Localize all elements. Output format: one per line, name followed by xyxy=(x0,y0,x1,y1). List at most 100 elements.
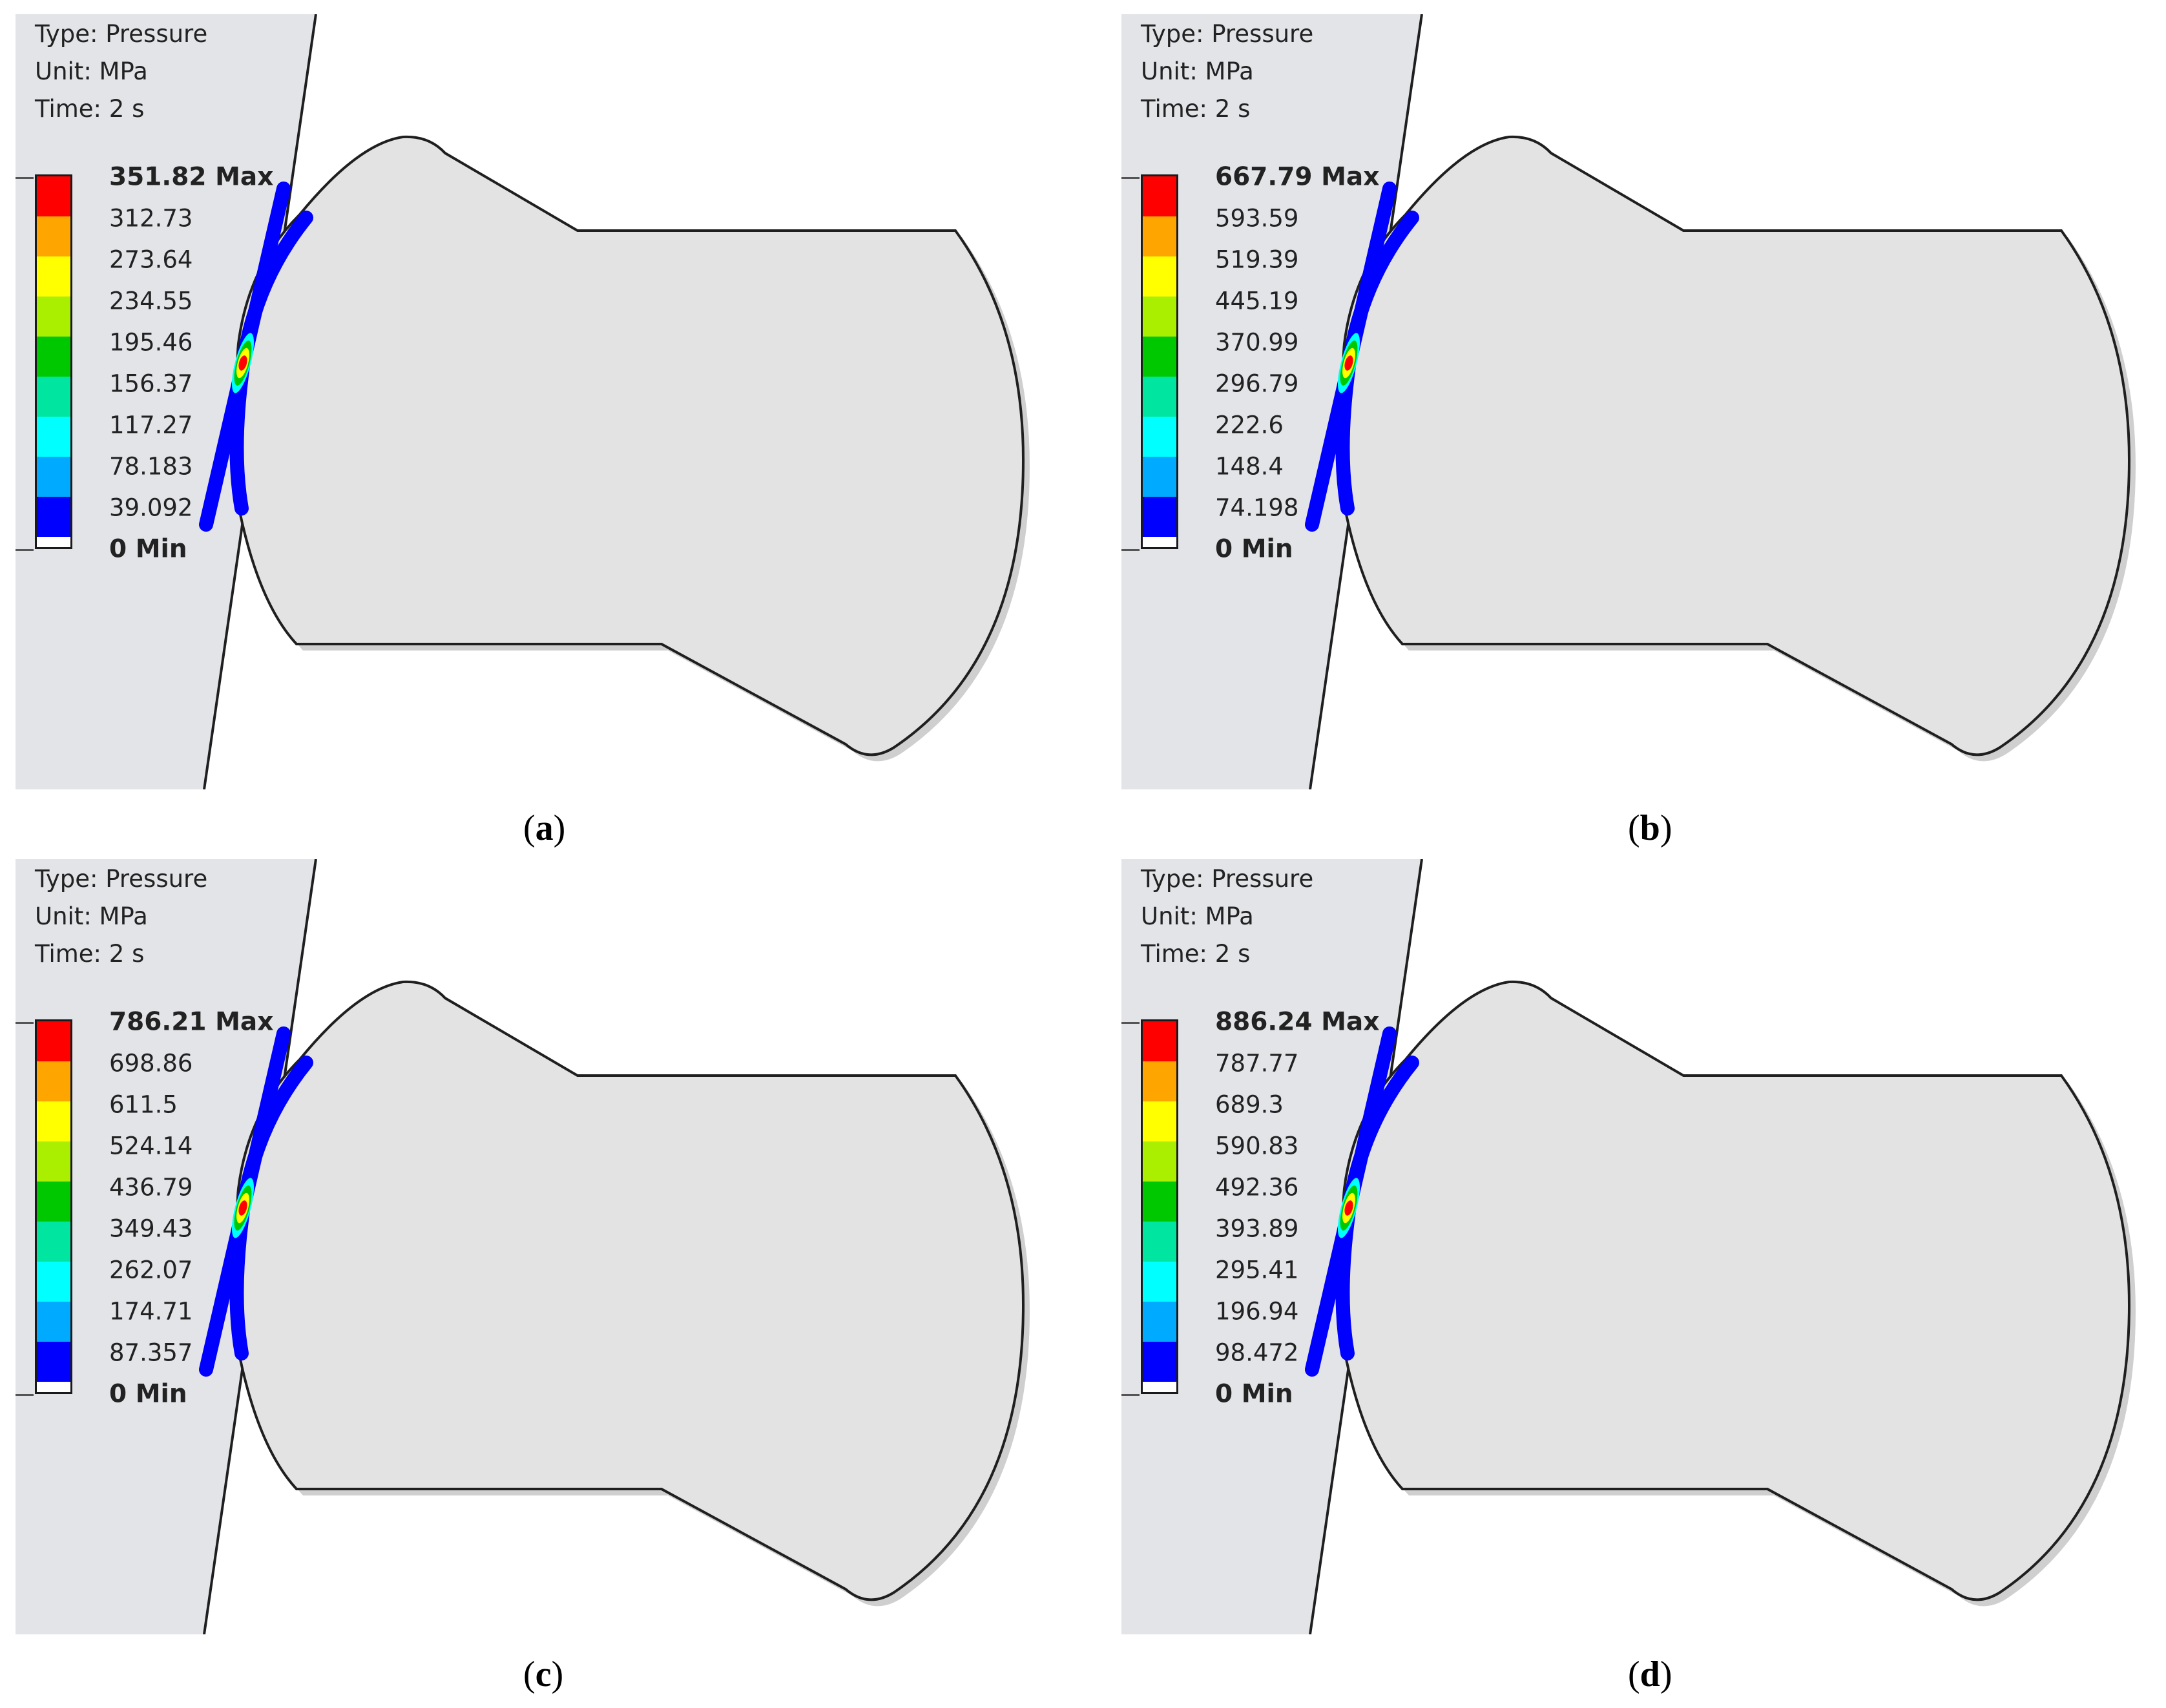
legend-swatch xyxy=(1143,1342,1176,1382)
time-label: Time: 2 s xyxy=(1141,95,1251,123)
legend-min-label: 0 Min xyxy=(109,1379,187,1409)
legend-level-label: 98.472 xyxy=(1215,1338,1299,1367)
legend-swatch xyxy=(37,1302,70,1342)
legend-swatch xyxy=(1143,176,1176,216)
legend-swatch xyxy=(37,216,70,256)
legend-level-label: 74.198 xyxy=(1215,494,1299,522)
legend-swatch xyxy=(37,457,70,497)
legend-swatch xyxy=(37,1061,70,1101)
legend-swatch xyxy=(1143,497,1176,537)
legend-max-tick xyxy=(16,1022,34,1024)
legend-swatch xyxy=(37,256,70,297)
legend-swatch xyxy=(1143,457,1176,497)
legend-swatch xyxy=(1143,1182,1176,1222)
legend-swatch xyxy=(1143,256,1176,297)
pressure-hotspot-3 xyxy=(1344,355,1353,371)
legend-level-label: 87.357 xyxy=(109,1338,193,1367)
legend-min-tick xyxy=(1121,1394,1140,1396)
legend-swatch-min xyxy=(37,537,70,547)
legend-swatch xyxy=(1143,377,1176,417)
time-label: Time: 2 s xyxy=(35,95,145,123)
legend-max-label: 351.82 Max xyxy=(109,162,274,192)
legend-swatch xyxy=(37,1182,70,1222)
contact-model-svg xyxy=(1121,14,2136,789)
legend-swatch xyxy=(37,297,70,337)
unit-label: Unit: MPa xyxy=(1141,57,1254,85)
legend-min-label: 0 Min xyxy=(109,534,187,564)
result-info: Type: Pressure Unit: MPa Time: 2 s xyxy=(1141,860,1313,973)
legend-level-label: 148.4 xyxy=(1215,452,1284,481)
caption-b: (b) xyxy=(1628,808,1672,848)
time-label: Time: 2 s xyxy=(35,940,145,968)
legend-max-label: 786.21 Max xyxy=(109,1007,274,1037)
legend-level-label: 445.19 xyxy=(1215,287,1299,315)
contact-plate xyxy=(16,14,316,789)
legend-swatch xyxy=(1143,1302,1176,1342)
legend-swatch xyxy=(1143,1262,1176,1302)
result-info: Type: Pressure Unit: MPa Time: 2 s xyxy=(35,16,207,128)
legend-color-bar xyxy=(1141,1019,1178,1394)
legend-swatch xyxy=(37,1021,70,1061)
legend-swatch xyxy=(37,417,70,457)
legend-level-label: 436.79 xyxy=(109,1173,193,1202)
legend-swatch-min xyxy=(1143,537,1176,547)
contact-model-svg xyxy=(1121,859,2136,1634)
legend-level-label: 698.86 xyxy=(109,1049,193,1078)
legend-level-label: 393.89 xyxy=(1215,1214,1299,1243)
legend-color-bar xyxy=(35,174,72,549)
legend-level-label: 78.183 xyxy=(109,452,193,481)
legend-level-label: 196.94 xyxy=(1215,1297,1299,1326)
legend-swatch xyxy=(1143,297,1176,337)
legend-swatch xyxy=(37,1101,70,1141)
legend-min-label: 0 Min xyxy=(1215,534,1293,564)
legend-min-label: 0 Min xyxy=(1215,1379,1293,1409)
legend-swatch xyxy=(1143,1141,1176,1182)
legend-swatch xyxy=(1143,1021,1176,1061)
legend-level-label: 590.83 xyxy=(1215,1132,1299,1160)
legend-level-label: 593.59 xyxy=(1215,204,1299,233)
panel-d: Type: Pressure Unit: MPa Time: 2 s 886.24 M… xyxy=(1121,859,2155,1634)
legend-level-label: 519.39 xyxy=(1215,245,1299,274)
legend-level-label: 312.73 xyxy=(109,204,193,233)
legend-level-label: 349.43 xyxy=(109,1214,193,1243)
result-info: Type: Pressure Unit: MPa Time: 2 s xyxy=(1141,16,1313,128)
caption-a: (a) xyxy=(523,808,566,848)
legend-level-label: 295.41 xyxy=(1215,1256,1299,1284)
panel-c: Type: Pressure Unit: MPa Time: 2 s 786.21 M… xyxy=(16,859,1049,1634)
contact-body xyxy=(1341,135,2131,756)
contact-body xyxy=(235,980,1025,1601)
legend-level-label: 492.36 xyxy=(1215,1173,1299,1202)
legend-level-label: 39.092 xyxy=(109,494,193,522)
legend-level-label: 689.3 xyxy=(1215,1090,1284,1119)
contact-plate xyxy=(1121,859,1422,1634)
pressure-hotspot-3 xyxy=(1344,1200,1353,1216)
pressure-hotspot-3 xyxy=(238,355,247,371)
legend-swatch-min xyxy=(1143,1382,1176,1392)
panel-b: Type: Pressure Unit: MPa Time: 2 s 667.79 M… xyxy=(1121,14,2155,789)
legend-swatch xyxy=(1143,1101,1176,1141)
legend-min-tick xyxy=(16,549,34,551)
type-label: Type: Pressure xyxy=(35,865,208,893)
panel-a: Type: Pressure Unit: MPa Time: 2 s 351.82 M… xyxy=(16,14,1049,789)
type-label: Type: Pressure xyxy=(1141,20,1314,48)
legend-swatch xyxy=(1143,1061,1176,1101)
legend-min-tick xyxy=(16,1394,34,1396)
legend-swatch xyxy=(37,1222,70,1262)
legend-swatch xyxy=(1143,1222,1176,1262)
legend-level-label: 611.5 xyxy=(109,1090,178,1119)
type-label: Type: Pressure xyxy=(1141,865,1314,893)
legend-level-label: 787.77 xyxy=(1215,1049,1299,1078)
time-label: Time: 2 s xyxy=(1141,940,1251,968)
caption-c: (c) xyxy=(523,1654,564,1694)
contact-model-svg xyxy=(16,14,1030,789)
contact-plate xyxy=(16,859,316,1634)
unit-label: Unit: MPa xyxy=(35,902,148,930)
legend-level-label: 524.14 xyxy=(109,1132,193,1160)
legend-level-label: 234.55 xyxy=(109,287,193,315)
legend-swatch xyxy=(1143,337,1176,377)
legend-level-label: 156.37 xyxy=(109,370,193,398)
legend-swatch xyxy=(37,1141,70,1182)
legend-color-bar xyxy=(35,1019,72,1394)
legend-level-label: 195.46 xyxy=(109,328,193,357)
legend-min-tick xyxy=(1121,549,1140,551)
